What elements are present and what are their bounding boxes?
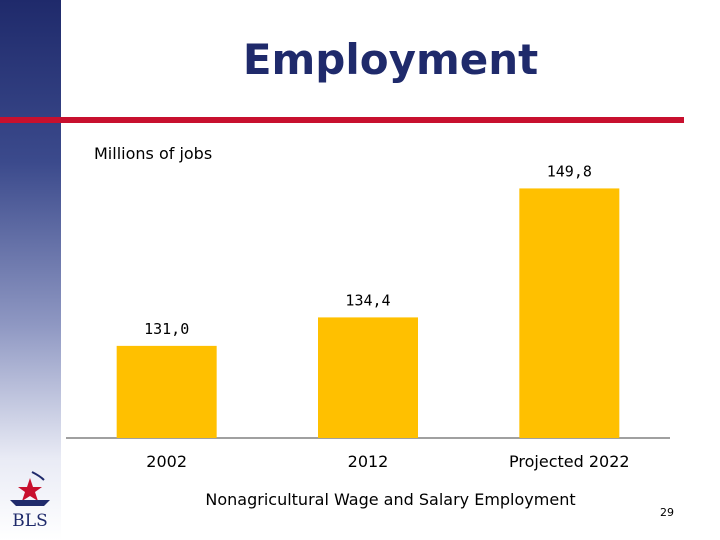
x-tick-label-0: 2002 xyxy=(146,452,187,471)
title-divider xyxy=(0,117,684,123)
data-label-1: 134,4 xyxy=(345,291,390,309)
sidebar-gradient xyxy=(0,0,61,540)
bar-1 xyxy=(318,317,418,438)
x-axis-label: Nonagricultural Wage and Salary Employme… xyxy=(205,490,576,509)
bls-logo-text: BLS xyxy=(12,511,47,531)
data-label-2: 149,8 xyxy=(547,162,592,180)
slide-title: Employment xyxy=(242,35,539,84)
bls-logo: BLS xyxy=(10,471,50,531)
data-label-0: 131,0 xyxy=(144,320,189,338)
y-axis-label: Millions of jobs xyxy=(94,144,213,163)
x-tick-label-1: 2012 xyxy=(348,452,389,471)
page-number: 29 xyxy=(660,506,674,519)
x-tick-label-2: Projected 2022 xyxy=(509,452,630,471)
bls-star-icon xyxy=(10,471,50,506)
bar-2 xyxy=(519,188,620,438)
bar-0 xyxy=(116,345,217,438)
